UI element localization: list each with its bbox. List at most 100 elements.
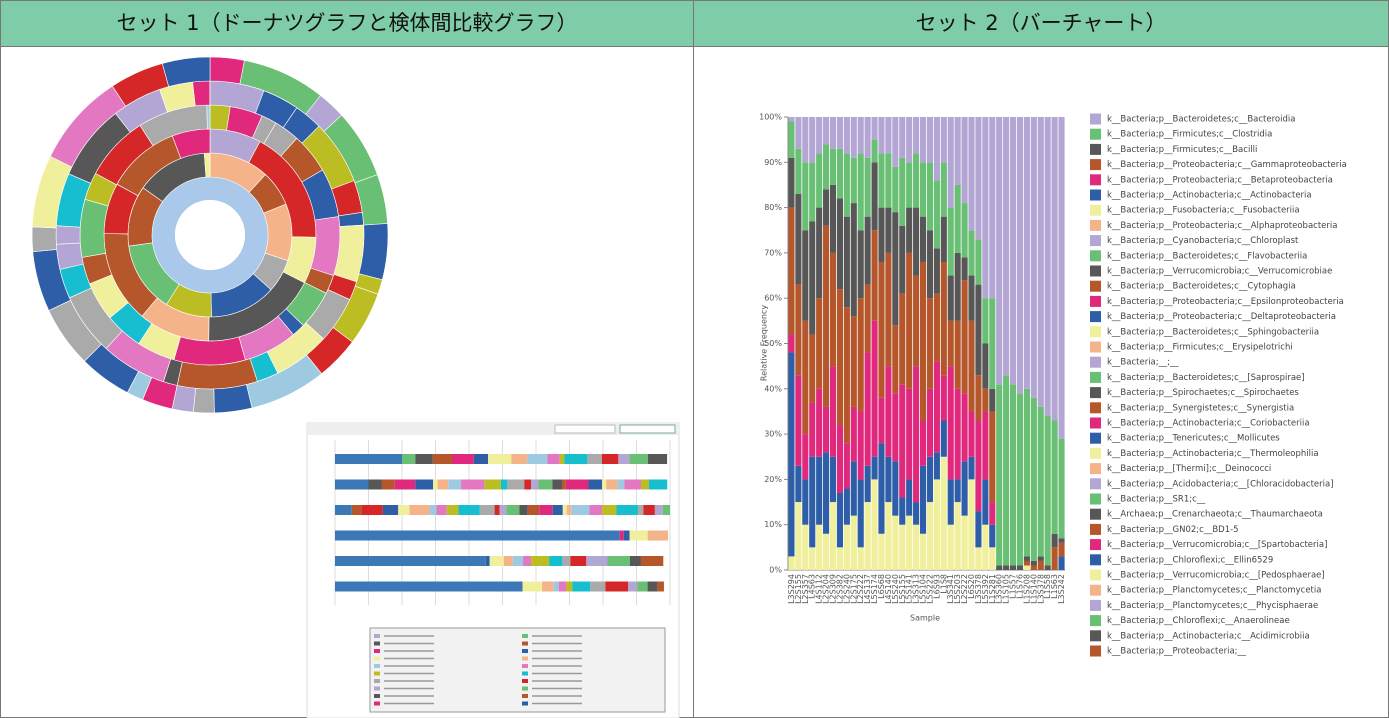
legend-label: k__Bacteria;p__Proteobacteria;c__Gammapr…: [1107, 160, 1347, 170]
mini-swatch: [374, 686, 380, 691]
mini-bar: [647, 581, 658, 592]
mini-bar: [539, 505, 553, 515]
bar-segment: [802, 434, 809, 480]
legend-swatch: [1090, 311, 1101, 323]
bar-segment: [850, 117, 857, 158]
bar-segment: [996, 384, 1003, 566]
bar-segment: [919, 261, 927, 421]
mini-swatch: [522, 634, 528, 638]
mini-swatch: [374, 694, 380, 698]
bar-segment: [809, 402, 816, 457]
bar-segment: [885, 117, 892, 154]
bar-segment: [864, 465, 871, 503]
ring: [152, 177, 268, 293]
legend-swatch: [1090, 478, 1101, 490]
bar-segment: [1030, 117, 1037, 398]
bar-segment: [864, 216, 871, 285]
bar-segment: [933, 180, 940, 249]
y-tick-label: 80%: [764, 203, 782, 212]
bar-segment: [961, 203, 968, 258]
bar-segment: [809, 547, 816, 570]
bar-segment: [933, 293, 940, 362]
bar-segment: [885, 502, 892, 570]
mini-bar: [522, 581, 543, 592]
bar-segment: [788, 207, 795, 335]
mini-bar: [512, 556, 524, 566]
legend-label: k__Bacteria;p__Firmicutes;c__Clostridia: [1107, 130, 1272, 140]
bar-segment: [926, 117, 934, 163]
mini-bar: [398, 505, 410, 515]
bar-segment: [885, 153, 892, 208]
x-tick-label: L4S140: [884, 574, 893, 604]
mini-bar: [637, 581, 648, 592]
x-axis-label: Sample: [910, 614, 940, 623]
mini-bar: [565, 479, 589, 490]
legend-swatch: [1090, 128, 1101, 140]
legend-swatch: [1090, 265, 1101, 277]
legend-label: k__Bacteria;p__Bacteroidetes;c__Cytophag…: [1107, 282, 1296, 292]
mini-swatch: [374, 649, 380, 653]
bar-segment: [1003, 117, 1010, 376]
x-tick-label: L5S155: [898, 574, 907, 604]
mini-swatch: [374, 641, 380, 646]
bar-segment: [982, 388, 989, 412]
bar-segment: [788, 157, 795, 208]
bar-segment: [940, 375, 947, 421]
mini-bar: [629, 556, 641, 566]
bar-segment: [871, 320, 878, 457]
bar-segment: [795, 284, 802, 376]
bar-segment: [1003, 375, 1010, 566]
bar-segment: [940, 162, 947, 217]
mini-swatch: [374, 656, 380, 661]
bar-segment: [961, 117, 968, 204]
bar-segment: [864, 284, 871, 353]
bar-segment: [996, 565, 1003, 570]
bar-segment: [919, 420, 927, 466]
bar-segment: [940, 261, 947, 376]
bar-segment: [933, 361, 940, 453]
bar-segment: [906, 479, 913, 516]
mini-bar: [619, 530, 624, 541]
legend-label: k__Bacteria;p__Tenericutes;c__Mollicutes: [1107, 434, 1280, 444]
mini-bar: [602, 479, 607, 490]
bar-segment: [802, 230, 809, 321]
bar-segment: [899, 225, 906, 294]
legend-label: k__Bacteria;p__Actinobacteria;c__Actinob…: [1107, 191, 1312, 201]
legend-swatch: [1090, 250, 1101, 262]
sunburst-image: [31, 56, 389, 414]
bar-segment: [975, 547, 982, 570]
bar-segment: [947, 275, 954, 321]
mini-bar: [629, 530, 648, 541]
x-tick-label: L3S360: [995, 574, 1004, 604]
mini-swatch: [522, 694, 528, 698]
bar-segment: [836, 198, 843, 290]
hole: [175, 200, 245, 270]
legend-label: k__Bacteria;p__Bacteroidetes;c__[Saprosp…: [1107, 373, 1305, 383]
x-tick-label: L1S208: [1022, 574, 1031, 604]
legend-label: k__Bacteria;p__SR1;c__: [1107, 495, 1206, 505]
mini-bar: [503, 556, 513, 566]
legend-label: k__Bacteria;p__Acidobacteria;c__[Chlorac…: [1107, 479, 1334, 489]
legend-swatch: [1090, 356, 1101, 368]
mini-bar: [448, 479, 462, 490]
mini-swatch: [374, 701, 380, 706]
bar-segment: [982, 411, 989, 480]
mini-bar: [511, 454, 528, 464]
legend-swatch: [1090, 523, 1101, 535]
mini-swatch: [374, 634, 380, 638]
legend-swatch: [1090, 493, 1101, 505]
bar-segment: [919, 533, 927, 570]
bar-segment: [954, 502, 961, 570]
mini-bar: [335, 479, 369, 490]
legend-label: k__Bacteria;p__GN02;c__BD1-5: [1107, 525, 1239, 535]
bar-segment: [823, 225, 830, 407]
legend-label: k__Bacteria;p__Planctomycetes;c__Plancto…: [1107, 586, 1321, 596]
legend-swatch: [1090, 432, 1101, 444]
mini-bar: [382, 505, 399, 515]
x-tick-label: L3S313: [912, 574, 921, 604]
bar-segment: [857, 298, 864, 412]
bar-segment: [823, 117, 830, 145]
legend-label: k__Bacteria;p__Spirochaetes;c__Spirochae…: [1107, 388, 1299, 398]
mini-bar: [527, 505, 540, 515]
y-tick-label: 60%: [764, 294, 782, 303]
